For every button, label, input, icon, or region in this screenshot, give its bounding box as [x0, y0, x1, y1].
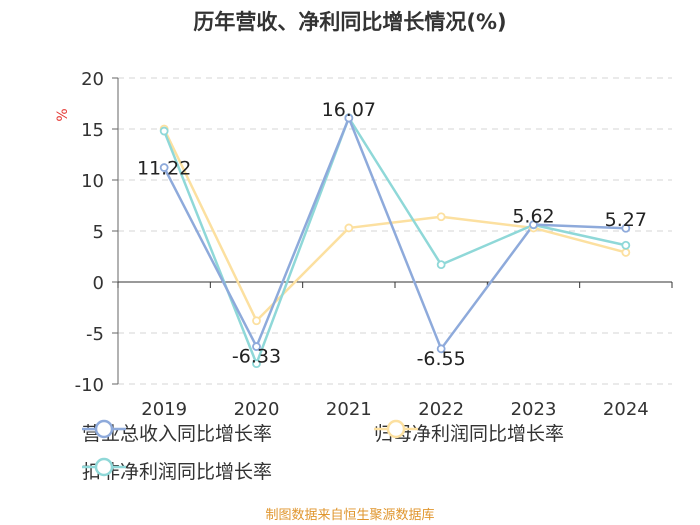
legend-swatch-net-profit — [374, 419, 418, 439]
data-point-0 — [529, 220, 538, 230]
data-label: 11.22 — [137, 158, 191, 180]
legend-item-revenue[interactable]: 营业总收入同比增长率 — [82, 419, 272, 446]
data-point-0 — [159, 163, 169, 172]
x-tick-label: 2022 — [418, 399, 464, 420]
legend-item-net-profit[interactable]: 归母净利润同比增长率 — [374, 419, 564, 446]
y-tick-label: -5 — [86, 324, 104, 345]
series-line-2 — [163, 116, 627, 365]
data-point-2 — [159, 126, 169, 136]
y-tick-label: 5 — [93, 222, 104, 243]
data-point-0 — [436, 344, 446, 354]
data-label: -6.33 — [232, 346, 281, 368]
data-point-0 — [344, 113, 354, 123]
data-point-0 — [621, 223, 631, 233]
y-tick-label: 10 — [81, 171, 104, 192]
legend-label-deducted-profit: 扣非净利润同比增长率 — [82, 461, 273, 483]
x-tick-label: 2020 — [234, 399, 280, 420]
data-point-1 — [621, 248, 631, 257]
series-line-0 — [163, 116, 626, 351]
data-label: -6.55 — [417, 348, 466, 370]
legend-swatch-revenue — [82, 419, 126, 439]
legend-label-net-profit: 归母净利润同比增长率 — [374, 423, 565, 445]
data-point-0 — [252, 342, 261, 351]
y-tick-label: 20 — [81, 69, 104, 90]
data-point-2 — [436, 260, 446, 270]
y-tick-label: -10 — [75, 375, 104, 396]
x-tick-label: 2023 — [511, 399, 557, 420]
data-label: 5.27 — [605, 209, 647, 231]
data-label: 16.07 — [322, 99, 376, 121]
y-axis-unit: % — [55, 108, 71, 121]
data-point-2 — [621, 240, 631, 250]
data-point-1 — [436, 212, 446, 222]
data-label: 5.62 — [512, 206, 554, 228]
series-line-1 — [163, 128, 627, 323]
data-point-1 — [344, 223, 354, 233]
x-tick-label: 2024 — [603, 399, 649, 420]
y-tick-label: 15 — [81, 120, 104, 141]
x-tick-label: 2019 — [141, 399, 187, 420]
x-tick-label: 2021 — [326, 399, 372, 420]
data-point-2 — [252, 359, 261, 369]
chart-title: 历年营收、净利同比增长情况(%) — [193, 10, 507, 34]
y-tick-label: 0 — [93, 273, 104, 294]
footer-source: 制图数据来自恒生聚源数据库 — [265, 508, 435, 523]
legend-label-revenue: 营业总收入同比增长率 — [82, 423, 273, 445]
legend-item-deducted-profit[interactable]: 扣非净利润同比增长率 — [82, 457, 272, 484]
legend-swatch-deducted-profit — [82, 457, 126, 477]
data-point-1 — [252, 316, 261, 326]
